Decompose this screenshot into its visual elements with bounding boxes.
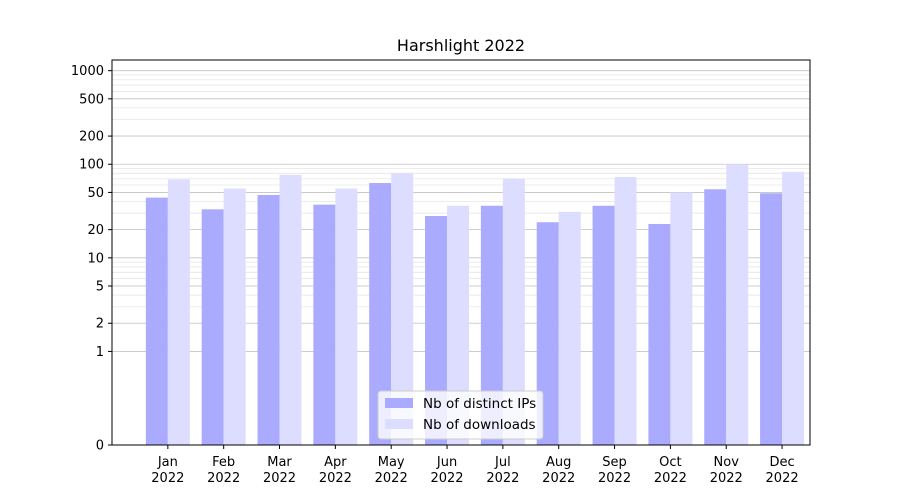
- bar-downloads: [502, 178, 525, 446]
- plot-frame: [111, 59, 811, 446]
- x-tick-label: Apr: [324, 455, 347, 470]
- bar-distinct-ips: [592, 205, 615, 445]
- x-tick-label-year: 2022: [375, 471, 408, 486]
- chart-title: Harshlight 2022: [397, 36, 525, 55]
- bar-distinct-ips: [536, 222, 559, 445]
- x-tick-label: Sep: [602, 455, 627, 470]
- bar-distinct-ips: [648, 223, 671, 445]
- bar-downloads: [670, 192, 693, 445]
- x-tick-label-year: 2022: [766, 471, 799, 486]
- x-tick-label-year: 2022: [542, 471, 575, 486]
- y-tick-label: 2: [96, 317, 104, 332]
- bar-downloads: [558, 211, 581, 445]
- y-tick-label: 10: [87, 251, 104, 266]
- bar-distinct-ips: [145, 197, 168, 445]
- x-tick-label-year: 2022: [486, 471, 519, 486]
- x-tick-label-year: 2022: [319, 471, 352, 486]
- y-tick-label: 1: [96, 345, 104, 360]
- bar-distinct-ips: [480, 205, 503, 445]
- y-tick-label: 500: [79, 92, 104, 107]
- legend-swatch: [385, 398, 413, 408]
- y-tick-label: 0: [96, 439, 104, 454]
- y-tick-label: 1000: [71, 64, 104, 79]
- bar-distinct-ips: [704, 189, 727, 445]
- legend: Nb of distinct IPs Nb of downloads: [377, 390, 544, 440]
- bar-distinct-ips: [201, 209, 224, 445]
- x-tick-label: Aug: [546, 455, 571, 470]
- x-tick-label: Feb: [212, 455, 235, 470]
- y-axis: 0 1 2 5 10 20 50 100 200 500 1000: [71, 64, 112, 454]
- y-tick-label: 100: [79, 158, 104, 173]
- bar-distinct-ips: [369, 183, 392, 446]
- y-tick-label: 200: [79, 130, 104, 145]
- bar-distinct-ips: [425, 215, 448, 445]
- x-tick-label-year: 2022: [151, 471, 184, 486]
- y-tick-label: 50: [87, 186, 104, 201]
- x-tick-label-year: 2022: [654, 471, 687, 486]
- y-tick-label: 20: [87, 223, 104, 238]
- bar-downloads: [167, 179, 190, 445]
- x-tick-label-year: 2022: [263, 471, 296, 486]
- legend-label: Nb of distinct IPs: [423, 396, 536, 412]
- legend-box: [377, 390, 544, 440]
- bar-downloads: [614, 177, 637, 446]
- x-tick-label: Mar: [267, 455, 292, 470]
- x-axis: Jan2022Feb2022Mar2022Apr2022May2022Jun20…: [151, 445, 799, 486]
- bar-distinct-ips: [313, 204, 336, 445]
- legend-swatch: [385, 419, 413, 429]
- x-tick-label: Jun: [436, 455, 457, 470]
- bar-downloads: [279, 174, 302, 445]
- bar-distinct-ips: [760, 193, 783, 445]
- bar-distinct-ips: [257, 194, 280, 445]
- x-tick-label: Dec: [770, 455, 795, 470]
- x-tick-label-year: 2022: [430, 471, 463, 486]
- bar-downloads: [782, 171, 805, 445]
- bar-downloads: [726, 164, 749, 445]
- bar-downloads: [391, 173, 414, 445]
- x-tick-label-year: 2022: [207, 471, 240, 486]
- x-tick-label: Nov: [714, 455, 740, 470]
- x-tick-label: Oct: [659, 455, 681, 470]
- x-tick-label: May: [378, 455, 405, 470]
- bar-downloads: [447, 205, 470, 445]
- x-tick-label: Jan: [157, 455, 178, 470]
- bar-downloads: [335, 188, 358, 445]
- legend-label: Nb of downloads: [423, 417, 536, 433]
- x-tick-label: Jul: [494, 455, 511, 470]
- x-tick-label-year: 2022: [710, 471, 743, 486]
- bars: [145, 164, 805, 446]
- y-tick-label: 5: [96, 280, 104, 295]
- x-tick-label-year: 2022: [598, 471, 631, 486]
- bar-downloads: [223, 188, 246, 445]
